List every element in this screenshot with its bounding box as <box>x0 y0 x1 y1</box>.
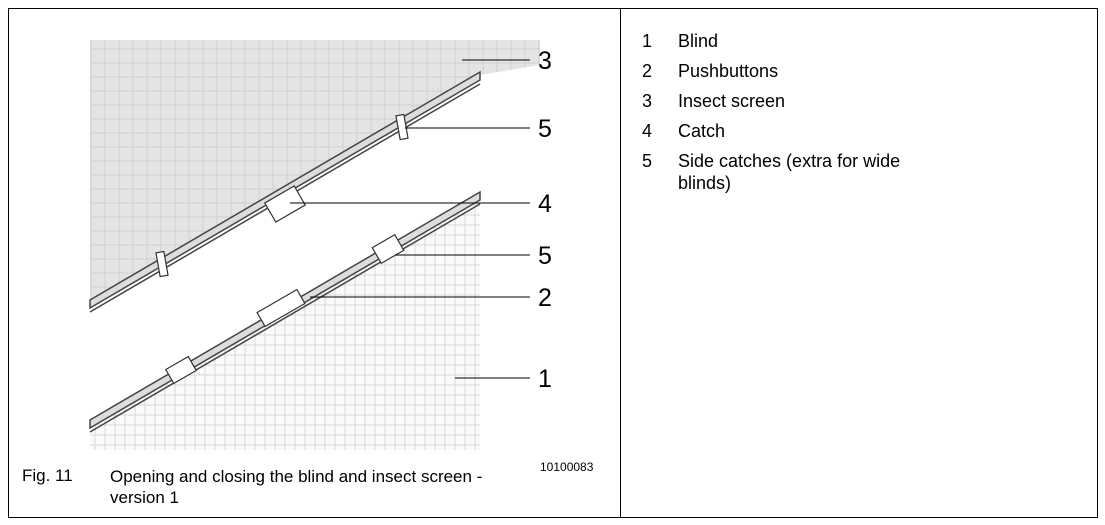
callout: 5 <box>538 115 552 143</box>
legend-item: 5 Side catches (extra for wide blinds) <box>642 150 1082 194</box>
legend-item: 1 Blind <box>642 30 1082 52</box>
callout: 5 <box>538 242 552 270</box>
legend-number: 2 <box>642 61 653 81</box>
callout: 2 <box>538 284 552 312</box>
divider <box>620 8 621 518</box>
frame <box>8 8 1098 518</box>
legend-item: 2 Pushbuttons <box>642 60 1082 82</box>
illustration: 3 5 4 5 2 1 <box>89 40 552 450</box>
caption-label: Fig. 11 <box>22 466 73 485</box>
callout-lines <box>290 59 530 379</box>
figure-id: 10100083 <box>540 460 594 474</box>
legend-item: 4 Catch <box>642 120 1082 142</box>
legend-number: 5 <box>642 151 653 171</box>
legend-number: 1 <box>642 31 653 51</box>
legend: 1 Blind 2 Pushbuttons 3 Insect screen 4 Catch 5 S… <box>642 30 1082 202</box>
catches <box>155 113 409 385</box>
callout: 4 <box>538 190 552 218</box>
callout: 1 <box>538 365 552 393</box>
caption-text: Opening and closing the blind and insect… <box>110 467 483 507</box>
legend-text: Pushbuttons <box>678 61 779 81</box>
legend-item: 3 Insect screen <box>642 90 1082 112</box>
legend-number: 4 <box>642 121 653 141</box>
legend-text: Blind <box>678 31 719 51</box>
legend-text: Side catches (extra for wide blinds) <box>678 151 901 193</box>
legend-text: Catch <box>678 121 726 141</box>
legend-number: 3 <box>642 91 653 111</box>
callout: 3 <box>538 47 552 75</box>
legend-text: Insect screen <box>678 91 786 111</box>
